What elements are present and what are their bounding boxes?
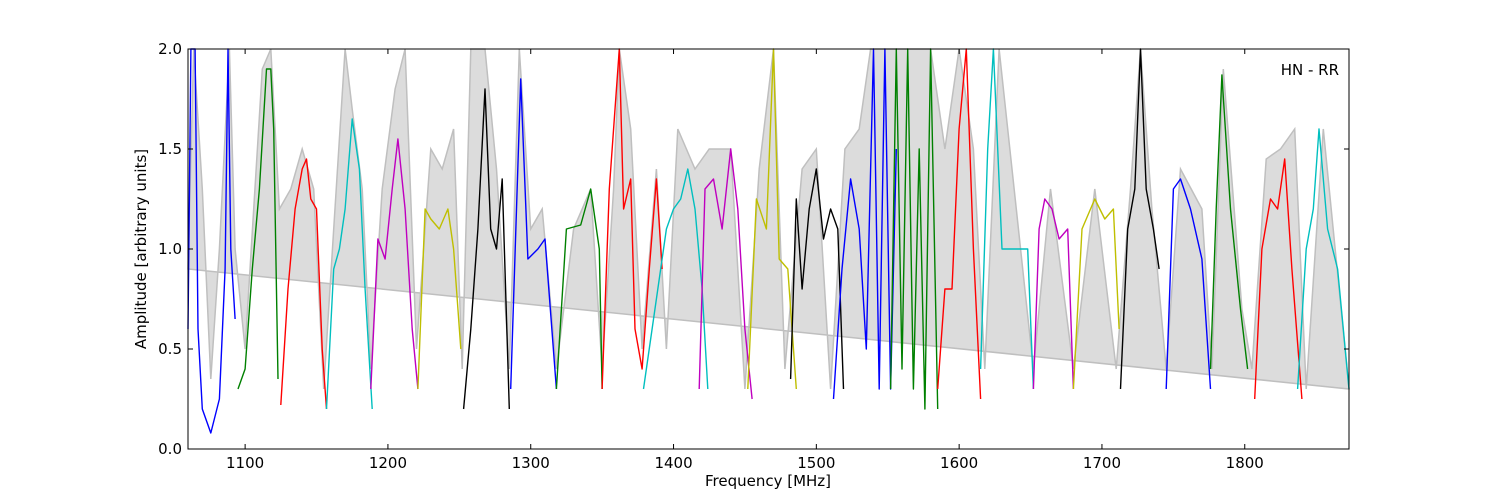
chart-annotation: HN - RR xyxy=(1281,61,1339,79)
y-tick-label: 1.0 xyxy=(158,240,182,258)
y-tick-label: 2.0 xyxy=(158,40,182,58)
series-line-19 xyxy=(1032,198,1075,390)
y-tick-label: 0.5 xyxy=(158,340,182,358)
series-line-2 xyxy=(237,68,279,390)
series-line-5 xyxy=(370,138,419,390)
series-line-14 xyxy=(789,168,845,390)
x-tick-label: 1100 xyxy=(226,454,264,472)
y-tick-label: 0.0 xyxy=(158,440,182,458)
x-axis-label: Frequency [MHz] xyxy=(705,472,831,490)
x-tick-label: 1800 xyxy=(1226,454,1264,472)
y-tick-label: 1.5 xyxy=(158,140,182,158)
series-line-22 xyxy=(1165,178,1212,390)
series-line-6 xyxy=(417,208,462,390)
series-line-8 xyxy=(510,78,558,390)
series-line-10 xyxy=(601,48,663,390)
series-line-4 xyxy=(325,118,373,410)
x-tick-label: 1700 xyxy=(1083,454,1121,472)
series-line-17 xyxy=(937,48,982,400)
series-line-24 xyxy=(1254,158,1303,400)
x-tick-label: 1600 xyxy=(940,454,978,472)
series-line-12 xyxy=(698,148,753,400)
series-line-3 xyxy=(280,158,328,410)
series-line-20 xyxy=(1072,198,1120,390)
series-line-15 xyxy=(832,48,897,400)
series-line-9 xyxy=(555,188,603,390)
x-axis: 1100 1200 1300 1400 1500 1600 1700 1800 xyxy=(226,49,1264,472)
series-line-23 xyxy=(1209,74,1249,370)
y-axis: 0.0 0.5 1.0 1.5 2.0 xyxy=(158,40,1349,458)
series-line-7 xyxy=(462,88,510,410)
series-line-16 xyxy=(889,48,939,410)
series-line-25 xyxy=(1296,128,1350,390)
x-tick-label: 1200 xyxy=(369,454,407,472)
series-line-18 xyxy=(979,48,1035,390)
x-tick-label: 1400 xyxy=(654,454,692,472)
series-line-11 xyxy=(642,168,709,390)
y-axis-label: Amplitude [arbitrary units] xyxy=(132,149,150,349)
x-tick-label: 1300 xyxy=(512,454,550,472)
series-layer xyxy=(187,48,1350,434)
x-tick-label: 1500 xyxy=(797,454,835,472)
